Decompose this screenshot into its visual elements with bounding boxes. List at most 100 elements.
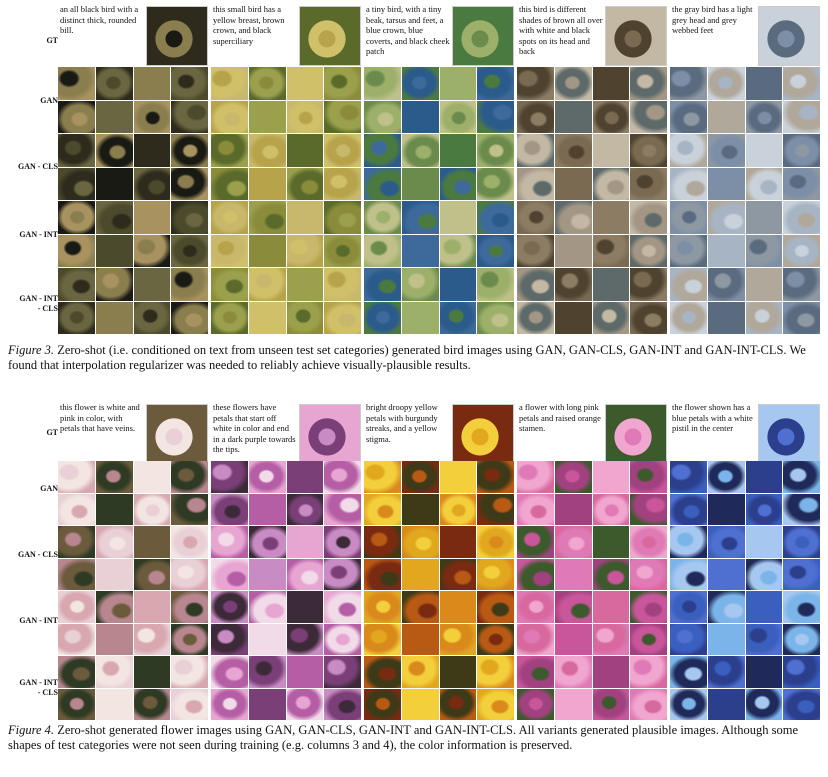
generated-sample xyxy=(745,591,783,623)
generated-sample xyxy=(324,493,361,525)
gt-image xyxy=(605,6,667,66)
generated-sample xyxy=(248,656,286,688)
generated-sample xyxy=(324,268,361,301)
generated-sample xyxy=(211,461,248,493)
column-4: a flower with long pink petals and raise… xyxy=(517,398,667,721)
gt-description: these flowers have petals that start off… xyxy=(213,402,296,454)
generated-sample xyxy=(592,688,630,720)
generated-sample xyxy=(554,526,592,558)
generated-sample xyxy=(477,688,514,720)
generated-sample xyxy=(58,134,95,167)
sample-grid-row-4 xyxy=(670,268,820,334)
generated-sample xyxy=(783,461,820,493)
generated-sample xyxy=(95,301,133,334)
generated-sample xyxy=(745,268,783,301)
generated-sample xyxy=(248,688,286,720)
generated-sample xyxy=(745,67,783,100)
generated-sample xyxy=(517,234,554,267)
generated-sample xyxy=(95,526,133,558)
gt-image xyxy=(758,404,820,464)
sample-grid-row-1 xyxy=(364,461,514,525)
generated-sample xyxy=(477,67,514,100)
generated-sample xyxy=(58,67,95,100)
sample-grid-row-4 xyxy=(517,656,667,720)
generated-sample xyxy=(95,461,133,493)
generated-sample xyxy=(783,623,820,655)
generated-sample xyxy=(248,201,286,234)
generated-sample xyxy=(211,656,248,688)
generated-sample xyxy=(707,134,745,167)
generated-sample xyxy=(707,234,745,267)
sample-grid-row-2 xyxy=(517,526,667,590)
generated-sample xyxy=(707,301,745,334)
gt-image xyxy=(299,404,361,464)
generated-sample xyxy=(670,234,707,267)
generated-sample xyxy=(133,688,171,720)
generated-sample xyxy=(707,656,745,688)
sample-grid-row-2 xyxy=(58,134,208,200)
generated-sample xyxy=(670,623,707,655)
generated-sample xyxy=(670,268,707,301)
generated-sample xyxy=(554,656,592,688)
generated-sample xyxy=(133,234,171,267)
column-2: these flowers have petals that start off… xyxy=(211,398,361,721)
generated-sample xyxy=(517,526,554,558)
generated-sample xyxy=(439,234,477,267)
generated-sample xyxy=(783,591,820,623)
generated-sample xyxy=(401,301,439,334)
generated-sample xyxy=(517,167,554,200)
generated-sample xyxy=(171,623,208,655)
generated-sample xyxy=(211,234,248,267)
generated-sample xyxy=(439,301,477,334)
generated-sample xyxy=(745,134,783,167)
generated-sample xyxy=(286,558,324,590)
generated-sample xyxy=(670,591,707,623)
generated-sample xyxy=(554,623,592,655)
generated-sample xyxy=(477,526,514,558)
gt-image xyxy=(452,404,514,464)
generated-sample xyxy=(401,134,439,167)
generated-sample xyxy=(477,591,514,623)
generated-sample xyxy=(324,134,361,167)
row-label-gan-int: GAN - INT xyxy=(19,230,58,239)
generated-sample xyxy=(783,268,820,301)
generated-sample xyxy=(707,100,745,133)
generated-sample xyxy=(630,134,667,167)
sample-grid-row-1 xyxy=(58,67,208,133)
generated-sample xyxy=(133,656,171,688)
generated-sample xyxy=(58,493,95,525)
generated-sample xyxy=(248,623,286,655)
generated-sample xyxy=(171,100,208,133)
generated-sample xyxy=(707,591,745,623)
generated-sample xyxy=(745,526,783,558)
generated-sample xyxy=(248,167,286,200)
sample-grid-row-4 xyxy=(364,268,514,334)
figure-3-caption-text: Zero-shot (i.e. conditioned on text from… xyxy=(8,343,806,372)
generated-sample xyxy=(58,591,95,623)
generated-sample xyxy=(439,558,477,590)
sample-grid-row-1 xyxy=(517,461,667,525)
generated-sample xyxy=(248,67,286,100)
generated-sample xyxy=(324,234,361,267)
generated-sample xyxy=(286,493,324,525)
generated-sample xyxy=(592,493,630,525)
generated-sample xyxy=(517,591,554,623)
generated-sample xyxy=(364,134,401,167)
gt-image xyxy=(299,6,361,66)
figure-4: GT GAN GAN - CLS GAN - INT GAN - INT - C… xyxy=(0,398,828,777)
generated-sample xyxy=(133,134,171,167)
generated-sample xyxy=(554,461,592,493)
generated-sample xyxy=(517,201,554,234)
sample-grid-row-3 xyxy=(58,201,208,267)
generated-sample xyxy=(439,623,477,655)
generated-sample xyxy=(171,461,208,493)
generated-sample xyxy=(745,656,783,688)
generated-sample xyxy=(364,688,401,720)
row-label-gan-cls: GAN - CLS xyxy=(17,550,58,559)
generated-sample xyxy=(554,493,592,525)
generated-sample xyxy=(324,67,361,100)
generated-sample xyxy=(783,301,820,334)
generated-sample xyxy=(630,656,667,688)
generated-sample xyxy=(133,591,171,623)
figure-4-label: Figure 4. xyxy=(8,723,55,737)
